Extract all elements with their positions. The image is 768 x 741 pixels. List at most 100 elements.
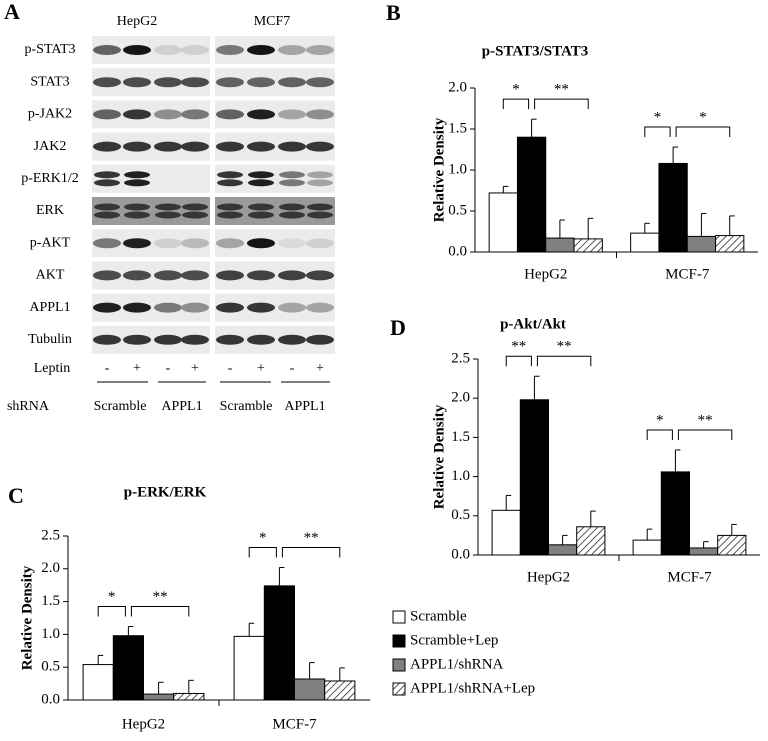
leptin-sign: + [133, 361, 141, 376]
band [182, 203, 208, 211]
y-axis-label: Relative Density [19, 565, 35, 670]
bar [717, 534, 747, 556]
bar [263, 585, 295, 701]
band [247, 77, 275, 88]
legend-swatch [392, 682, 406, 696]
band [123, 45, 151, 55]
band [278, 302, 306, 313]
band [93, 109, 121, 120]
significance-bracket [675, 126, 731, 138]
band [123, 141, 151, 152]
significance-label: ** [304, 530, 319, 546]
band [216, 45, 244, 55]
band [247, 334, 275, 345]
legend-label: APPL1/shRNA+Lep [410, 680, 535, 696]
row-label: AKT [36, 268, 65, 283]
shrna-group: APPL1 [161, 399, 202, 414]
band [306, 109, 334, 120]
bar [143, 693, 175, 701]
significance-bracket [502, 98, 530, 110]
band [216, 302, 244, 313]
legend-swatch [392, 658, 406, 672]
row-label: p-ERK1/2 [21, 171, 79, 186]
significance-bracket [646, 429, 673, 440]
leptin-sign: - [105, 361, 110, 376]
band [247, 238, 275, 249]
significance-bracket [534, 98, 589, 110]
band [278, 238, 306, 249]
significance-label: * [512, 82, 520, 98]
x-tick-label: HepG2 [122, 716, 165, 732]
bar [573, 238, 603, 253]
band [217, 179, 243, 187]
row-label: JAK2 [34, 139, 67, 154]
bar [324, 680, 356, 701]
bar [686, 235, 717, 253]
bar [689, 547, 719, 556]
band [154, 141, 182, 152]
row-label: APPL1 [29, 300, 70, 315]
leptin-sign: - [166, 361, 171, 376]
significance-bracket [644, 126, 671, 138]
x-tick-label: MCF-7 [667, 569, 712, 585]
band [124, 171, 150, 179]
shrna-group: APPL1 [284, 399, 325, 414]
bar [658, 162, 688, 253]
band [279, 179, 305, 187]
chart-title: p-STAT3/STAT3 [482, 43, 588, 59]
bar [516, 136, 547, 253]
bar [545, 237, 575, 253]
band [123, 77, 151, 88]
band [181, 109, 209, 120]
bar [632, 539, 662, 556]
band [154, 302, 182, 313]
y-tick-label: 2.0 [41, 560, 60, 576]
band [247, 302, 275, 313]
band [124, 211, 150, 219]
x-tick-label: MCF-7 [665, 266, 710, 282]
band [93, 302, 121, 313]
leptin-sign: + [191, 361, 199, 376]
bar [488, 192, 518, 253]
band [93, 45, 121, 55]
panel-letter: A [4, 0, 20, 24]
legend-label: APPL1/shRNA [410, 656, 504, 672]
bar [630, 232, 660, 253]
band [247, 109, 275, 120]
band [154, 77, 182, 88]
y-tick-label: 1.0 [448, 161, 467, 177]
y-tick-label: 0.5 [448, 202, 467, 218]
bar [715, 235, 745, 253]
band [154, 45, 182, 55]
blot-strip [92, 197, 210, 225]
band [181, 302, 209, 313]
band [306, 334, 334, 345]
band [94, 171, 120, 179]
shrna-label: shRNA [7, 399, 50, 414]
band [247, 270, 275, 281]
significance-bracket [97, 606, 126, 617]
row-label: p-JAK2 [28, 107, 72, 122]
chart-title: p-Akt/Akt [500, 316, 566, 332]
legend-swatch [392, 610, 406, 624]
band [217, 171, 243, 179]
y-tick-label: 2.5 [451, 350, 470, 366]
legend-swatch [392, 634, 406, 648]
band [279, 171, 305, 179]
band [279, 211, 305, 219]
band [248, 203, 274, 211]
band [181, 45, 209, 55]
row-label: ERK [36, 203, 64, 218]
band [124, 203, 150, 211]
y-tick-label: 1.5 [41, 593, 60, 609]
band [278, 270, 306, 281]
y-tick-label: 0.0 [448, 243, 467, 259]
y-axis-label: Relative Density [431, 117, 447, 222]
band [154, 334, 182, 345]
band [216, 270, 244, 281]
y-tick-label: 1.0 [451, 468, 470, 484]
blot-strip [92, 164, 210, 193]
band [217, 203, 243, 211]
band [216, 109, 244, 120]
